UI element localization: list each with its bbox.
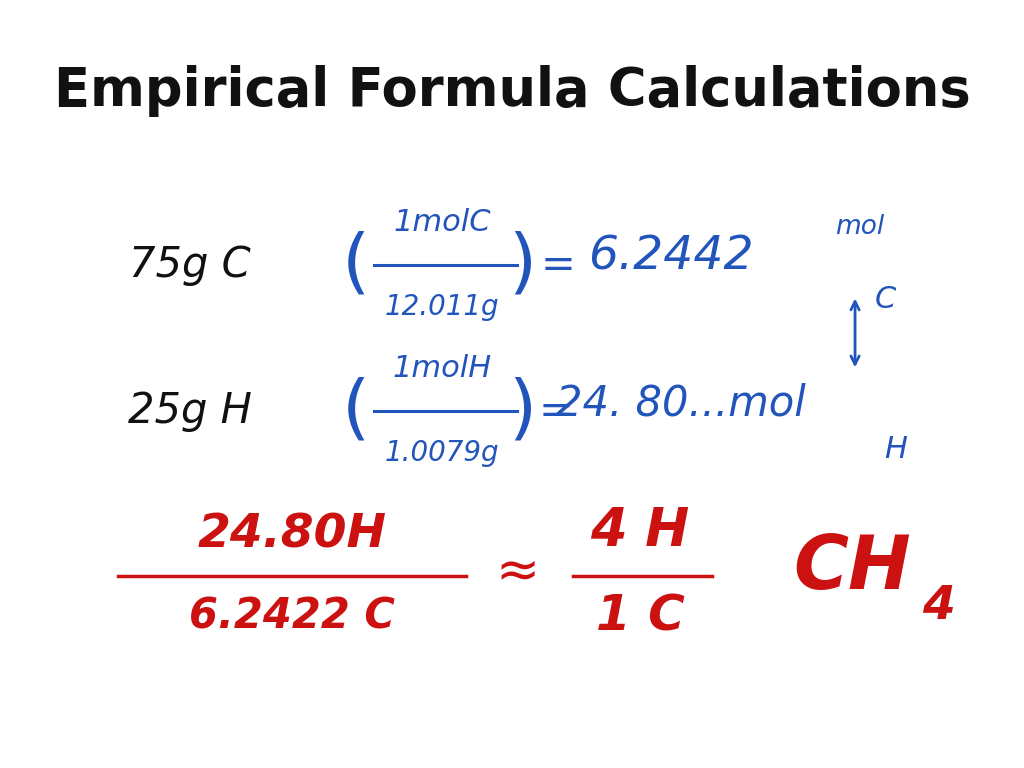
Text: 75g C: 75g C: [129, 244, 250, 286]
Text: Empirical Formula Calculations: Empirical Formula Calculations: [53, 65, 971, 118]
Text: =: =: [539, 390, 573, 432]
Text: 6.2442: 6.2442: [588, 235, 754, 280]
Text: 1molH: 1molH: [393, 354, 492, 383]
Text: C: C: [876, 285, 896, 314]
Text: 4 H: 4 H: [591, 505, 689, 558]
Text: mol: mol: [836, 214, 885, 240]
Text: (: (: [342, 376, 371, 445]
Text: H: H: [885, 435, 907, 464]
Text: ): ): [508, 230, 537, 300]
Text: 12.011g: 12.011g: [385, 293, 500, 321]
Text: 24. 80...mol: 24. 80...mol: [556, 382, 806, 424]
Text: 24.80H: 24.80H: [198, 513, 386, 558]
Text: 4: 4: [922, 584, 954, 629]
Text: =: =: [541, 244, 575, 286]
Text: 1 C: 1 C: [596, 593, 684, 641]
Text: ): ): [508, 376, 537, 445]
Text: ≈: ≈: [495, 546, 540, 598]
Text: 1molC: 1molC: [393, 208, 492, 237]
Text: CH: CH: [794, 531, 911, 605]
Text: (: (: [342, 230, 371, 300]
Text: 1.0079g: 1.0079g: [385, 439, 500, 467]
Text: 25g H: 25g H: [128, 390, 251, 432]
Text: 6.2422 C: 6.2422 C: [188, 596, 395, 637]
